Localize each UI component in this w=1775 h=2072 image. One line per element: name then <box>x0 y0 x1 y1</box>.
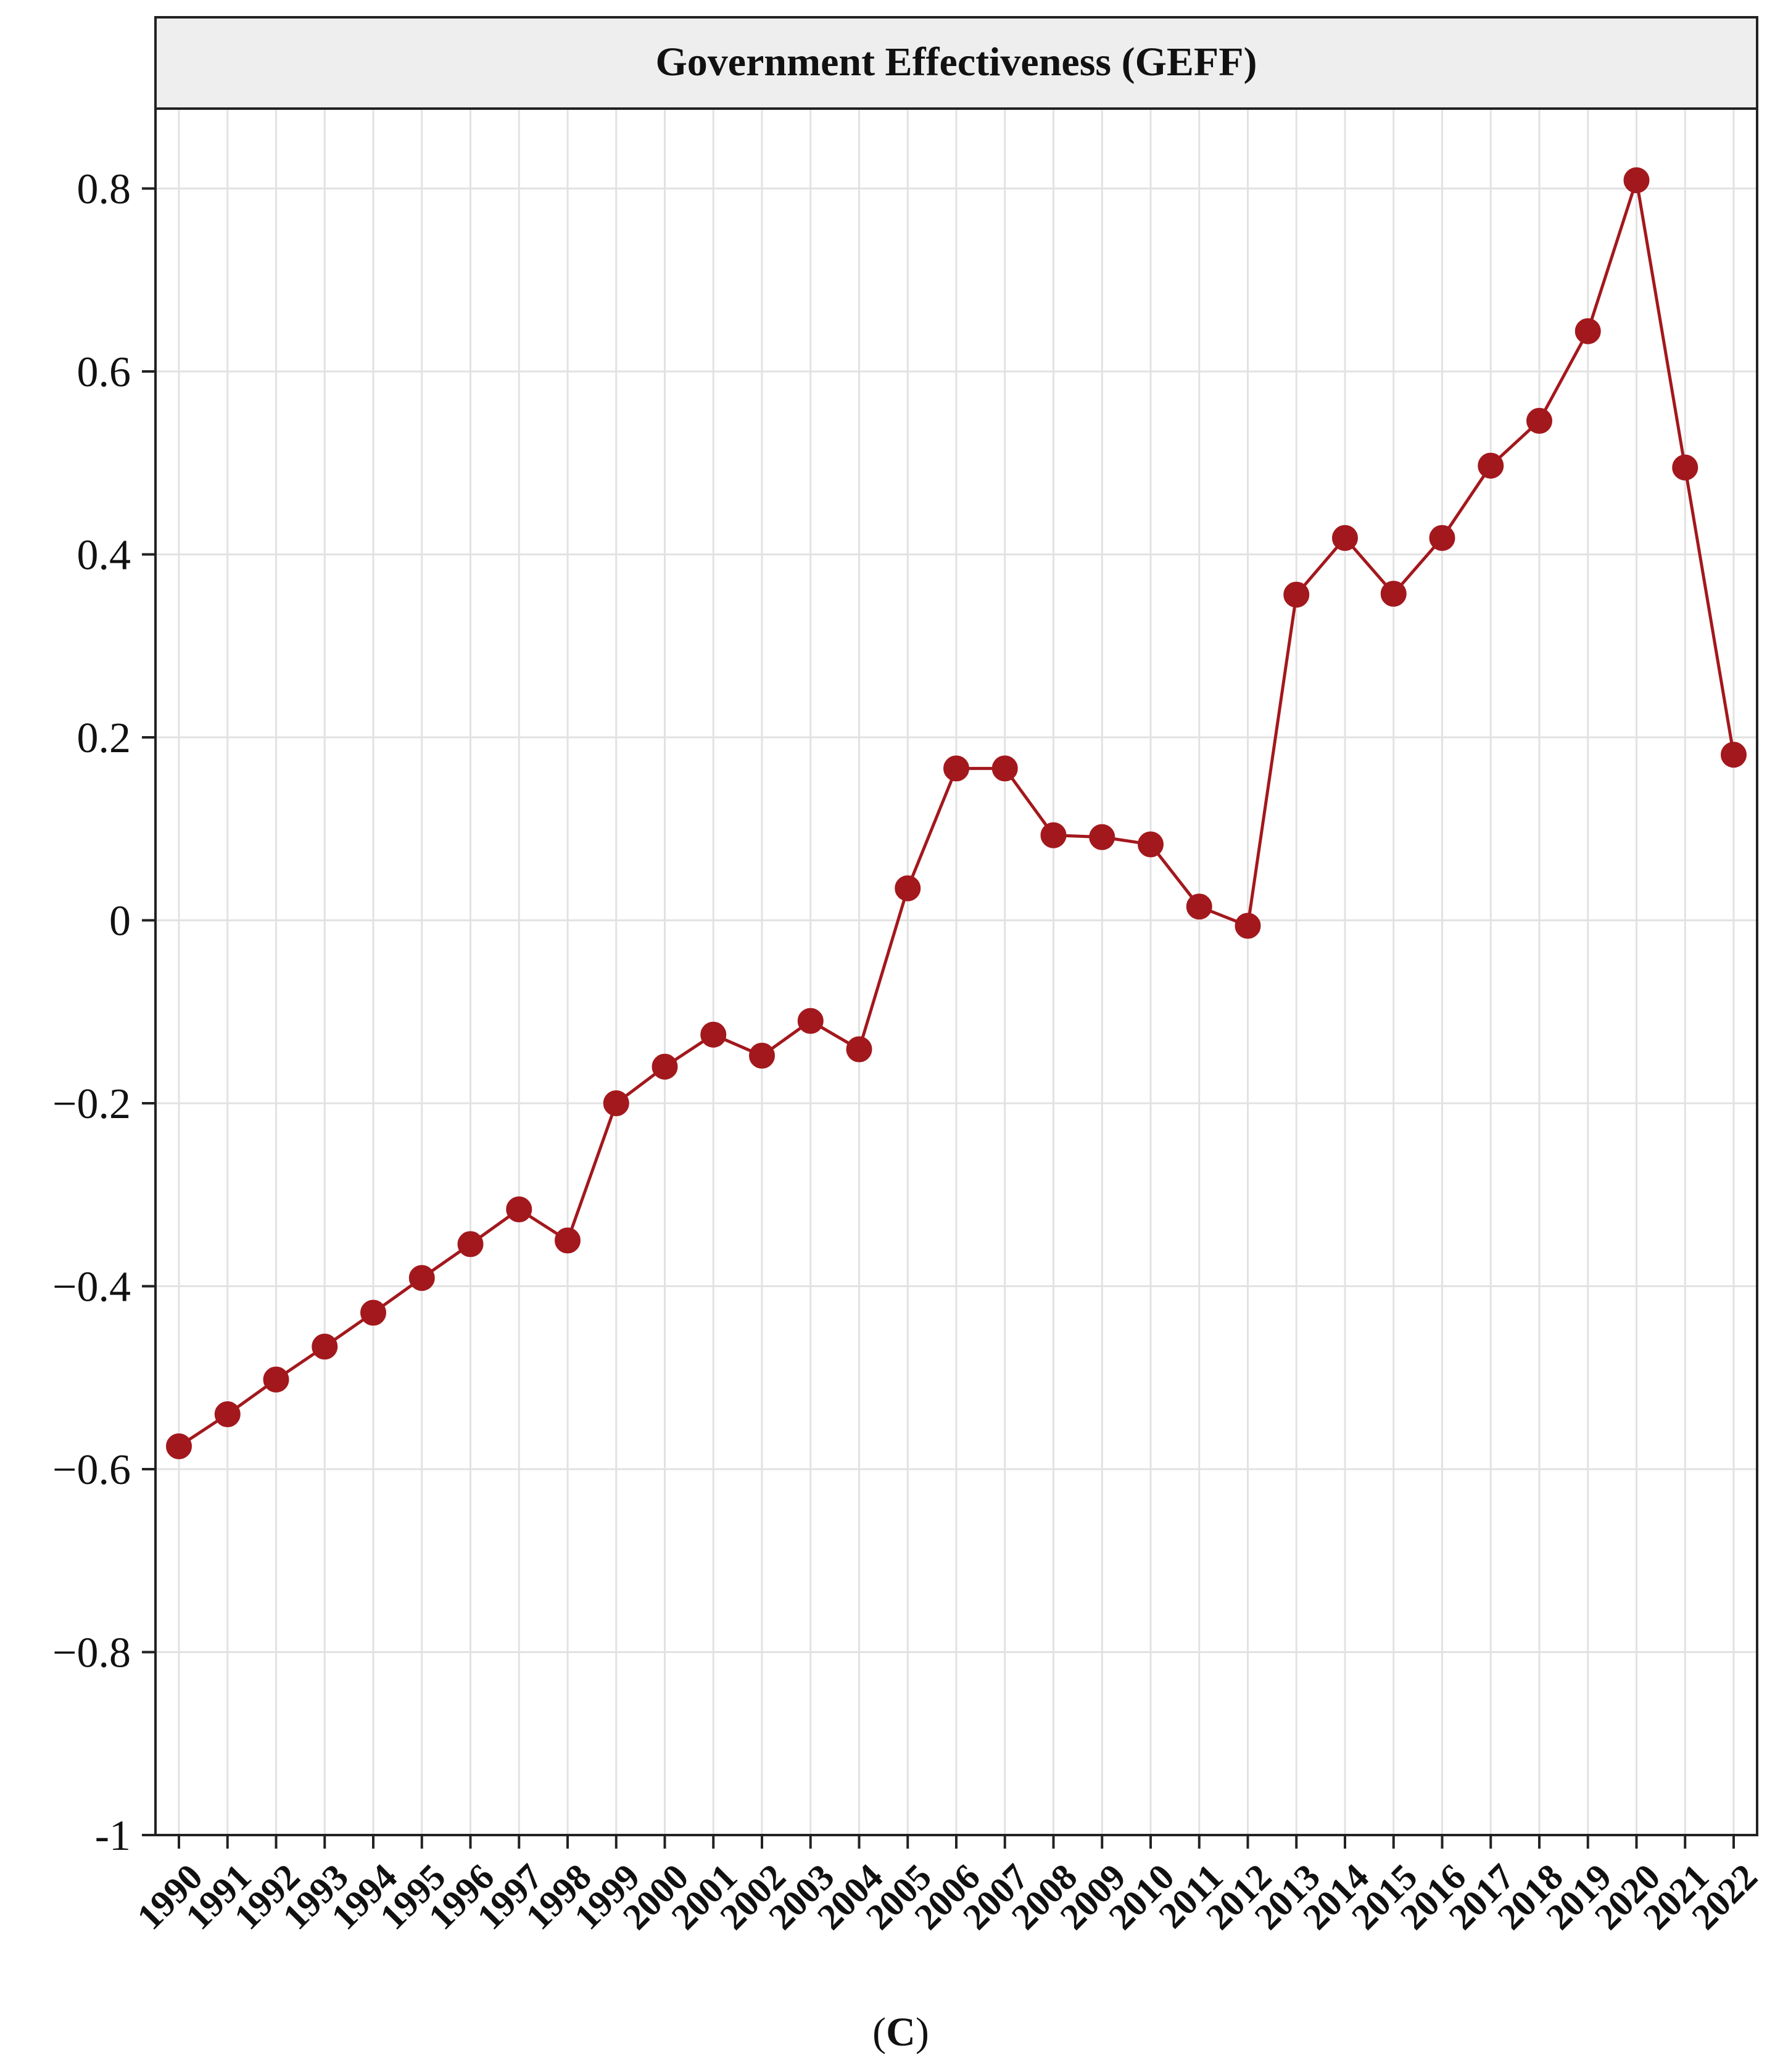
data-point <box>263 1366 289 1393</box>
data-point <box>603 1090 629 1116</box>
y-tick-label: 0.6 <box>77 349 131 396</box>
data-point <box>1040 822 1067 848</box>
caption-open: ( <box>872 2010 886 2055</box>
data-point <box>1478 452 1504 479</box>
data-point <box>797 1008 824 1034</box>
data-point <box>1623 167 1650 194</box>
data-point <box>1332 524 1358 551</box>
data-point <box>749 1042 775 1069</box>
data-point <box>1429 524 1455 551</box>
y-tick-label: 0.8 <box>77 166 131 213</box>
data-point <box>1380 581 1407 607</box>
caption-close: ) <box>916 2010 929 2055</box>
data-point <box>1138 831 1164 858</box>
data-point <box>1574 318 1601 344</box>
data-point <box>1672 454 1698 481</box>
data-point <box>555 1227 581 1254</box>
y-axis: -1 −0.8 −0.6 −0.4 −0.2 0 0.2 0.4 0.6 0.8 <box>52 166 155 1860</box>
data-point <box>700 1021 727 1048</box>
chart-title: Government Effectiveness (GEFF) <box>655 39 1257 85</box>
data-point <box>1186 893 1212 920</box>
y-tick-label: −0.2 <box>52 1080 131 1128</box>
data-point <box>214 1401 241 1428</box>
y-tick-label: −0.4 <box>52 1264 131 1311</box>
data-point <box>457 1231 484 1258</box>
chart-title-band <box>154 16 1758 110</box>
data-point <box>1526 408 1552 434</box>
series-line <box>166 167 1747 1459</box>
data-point <box>846 1036 872 1063</box>
data-point <box>506 1196 532 1222</box>
y-tick-label: 0 <box>109 898 131 945</box>
data-point <box>1721 742 1747 768</box>
y-tick-label: -1 <box>95 1812 131 1860</box>
data-point <box>943 755 969 782</box>
data-point <box>652 1053 678 1080</box>
x-axis: 1990199119921993199419951996199719981999… <box>129 1835 1765 1937</box>
y-tick-label: −0.8 <box>52 1630 131 1677</box>
data-point <box>312 1333 338 1360</box>
y-tick-label: −0.6 <box>52 1446 131 1494</box>
data-point <box>166 1433 192 1459</box>
data-point <box>895 875 921 901</box>
figure-caption: (C) <box>872 2010 929 2055</box>
data-point <box>360 1299 386 1326</box>
data-point <box>408 1265 435 1291</box>
gridlines <box>155 109 1757 1835</box>
y-tick-label: 0.2 <box>77 715 131 762</box>
plot-border <box>154 107 1758 1836</box>
y-tick-label: 0.4 <box>77 532 131 579</box>
data-point <box>1089 824 1115 850</box>
data-point <box>1235 913 1261 939</box>
caption-letter: C <box>886 2010 916 2055</box>
data-point <box>1283 581 1310 608</box>
data-point <box>991 755 1018 782</box>
